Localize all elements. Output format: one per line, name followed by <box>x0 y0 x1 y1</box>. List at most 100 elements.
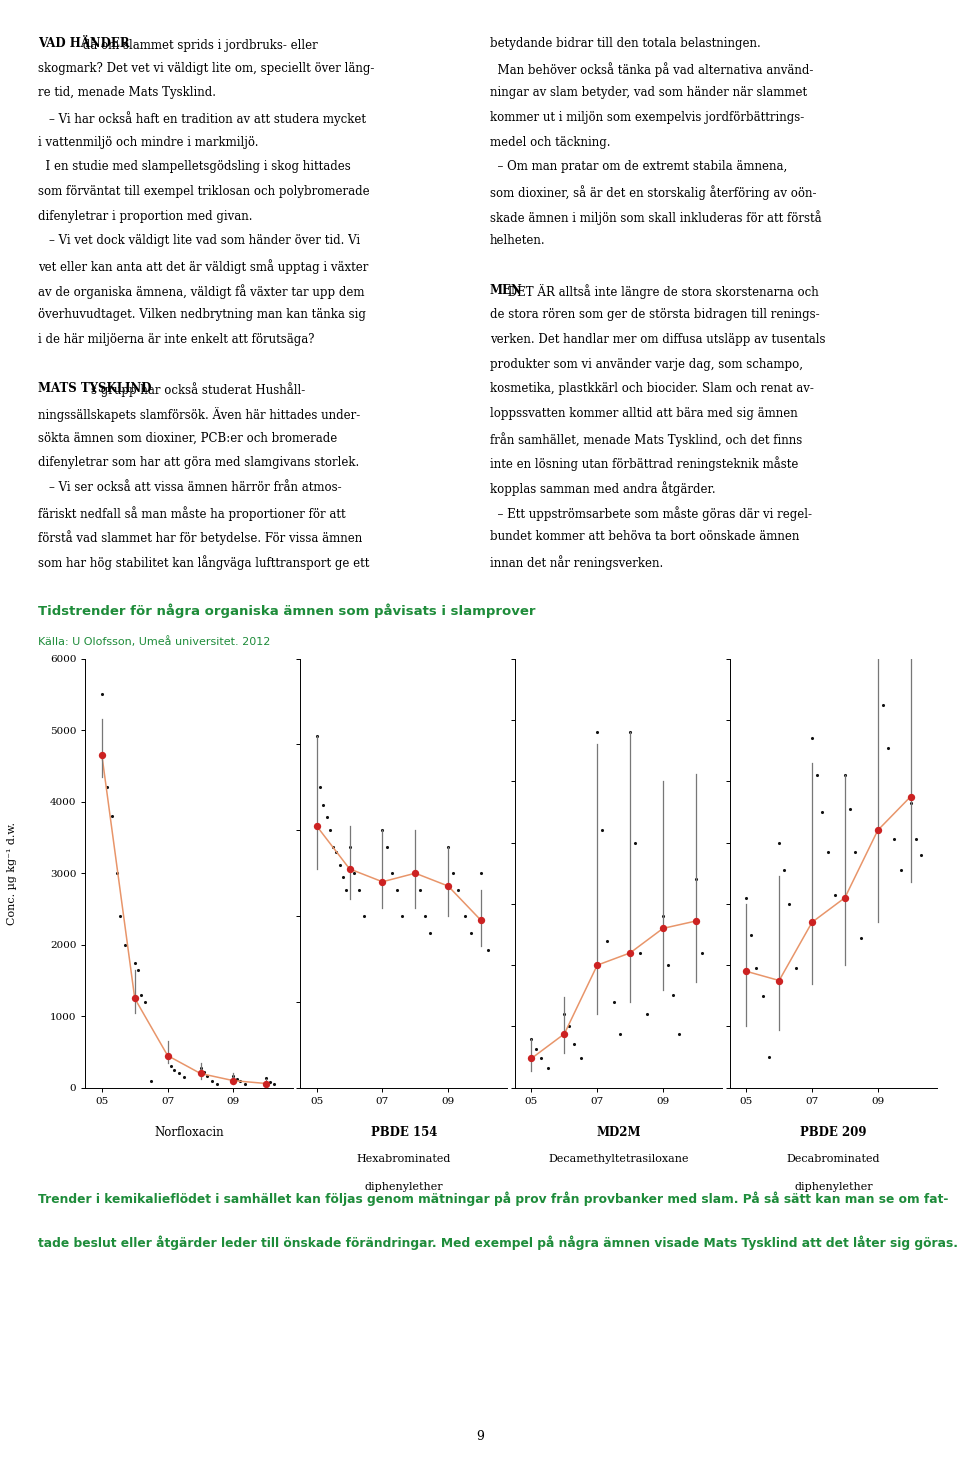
Point <box>319 805 334 829</box>
Point <box>160 1043 176 1067</box>
Text: vet eller kan anta att det är väldigt små upptag i växter: vet eller kan anta att det är väldigt sm… <box>38 259 369 274</box>
Text: helheten.: helheten. <box>490 234 545 247</box>
Point <box>524 1046 540 1070</box>
Point <box>566 1032 582 1055</box>
Point <box>232 1070 248 1094</box>
Point <box>347 861 362 885</box>
Point <box>738 959 754 983</box>
Point <box>112 904 128 928</box>
Point <box>163 1054 179 1077</box>
Text: MD2M: MD2M <box>596 1126 641 1140</box>
Text: Hexabrominated: Hexabrominated <box>356 1154 451 1165</box>
Point <box>880 736 896 759</box>
Point <box>196 1060 211 1083</box>
Point <box>390 879 405 903</box>
Point <box>903 790 919 814</box>
Point <box>594 818 610 842</box>
Text: MATS TYSKLIND: MATS TYSKLIND <box>38 382 152 395</box>
Text: – Ett uppströmsarbete som måste göras där vi regel-: – Ett uppströmsarbete som måste göras dä… <box>490 506 811 521</box>
Point <box>837 887 852 910</box>
Point <box>172 1061 187 1085</box>
Text: Tidstrender för några organiska ämnen som påvisats i slamprover: Tidstrender för några organiska ämnen so… <box>38 604 536 619</box>
Text: Norfloxacin: Norfloxacin <box>155 1126 224 1140</box>
Point <box>622 941 637 965</box>
Text: i vattenmiljö och mindre i markmiljö.: i vattenmiljö och mindre i markmiljö. <box>38 136 259 148</box>
Point <box>309 724 324 747</box>
Point <box>842 796 857 820</box>
Text: kommer ut i miljön som exempelvis jordförbättrings-: kommer ut i miljön som exempelvis jordfö… <box>490 111 804 124</box>
Point <box>127 987 142 1011</box>
Point <box>606 990 621 1014</box>
Point <box>413 879 428 903</box>
Point <box>133 983 149 1006</box>
Point <box>589 721 605 744</box>
Text: inte en lösning utan förbättrad reningsteknik måste: inte en lösning utan förbättrad reningst… <box>490 456 798 471</box>
Point <box>837 764 852 787</box>
Point <box>441 875 456 898</box>
Point <box>660 953 676 977</box>
Text: som dioxiner, så är det en storskalig återföring av oön-: som dioxiner, så är det en storskalig åt… <box>490 185 816 200</box>
Text: skogmark? Det vet vi väldigt lite om, speciellt över läng-: skogmark? Det vet vi väldigt lite om, sp… <box>38 62 374 74</box>
Text: produkter som vi använder varje dag, som schampo,: produkter som vi använder varje dag, som… <box>490 358 803 370</box>
Point <box>117 932 132 956</box>
Text: ningssällskapets slamförsök. Även här hittades under-: ningssällskapets slamförsök. Även här hi… <box>38 407 361 422</box>
Point <box>94 682 109 706</box>
Point <box>323 818 338 842</box>
Text: bundet kommer att behöva ta bort oönskade ämnen: bundet kommer att behöva ta bort oönskad… <box>490 530 799 543</box>
Point <box>788 956 804 980</box>
Point <box>267 1073 282 1097</box>
Text: som har hög stabilitet kan långväga lufttransport ge ett: som har hög stabilitet kan långväga luft… <box>38 555 370 570</box>
Text: sökta ämnen som dioxiner, PCB:er och bromerade: sökta ämnen som dioxiner, PCB:er och bro… <box>38 432 338 444</box>
Point <box>772 830 787 854</box>
Point <box>127 950 142 974</box>
Point <box>104 804 119 827</box>
Point <box>408 861 423 885</box>
Text: difenyletrar i proportion med givan.: difenyletrar i proportion med givan. <box>38 210 252 222</box>
Point <box>473 909 489 932</box>
Point <box>886 827 901 851</box>
Point <box>395 904 410 928</box>
Point <box>262 1070 277 1094</box>
Point <box>193 1061 208 1085</box>
Point <box>557 1002 572 1026</box>
Text: överhuvudtaget. Vilken nedbrytning man kan tänka sig: överhuvudtaget. Vilken nedbrytning man k… <box>38 308 367 321</box>
Point <box>457 904 472 928</box>
Point <box>339 879 354 903</box>
Point <box>633 941 648 965</box>
Text: Decamethyltetrasiloxane: Decamethyltetrasiloxane <box>548 1154 689 1165</box>
Point <box>622 721 637 744</box>
Point <box>109 861 125 885</box>
Point <box>656 916 671 940</box>
Point <box>612 1023 628 1046</box>
Point <box>131 958 146 981</box>
Point <box>573 1046 588 1070</box>
Point <box>903 784 919 808</box>
Point <box>524 1027 540 1051</box>
Text: Conc. µg kg⁻¹ d.w.: Conc. µg kg⁻¹ d.w. <box>7 821 16 925</box>
Text: Källa: U Olofsson, Umeå universitet. 2012: Källa: U Olofsson, Umeå universitet. 201… <box>38 636 271 647</box>
Point <box>772 968 787 992</box>
Point <box>335 866 350 889</box>
Point <box>193 1055 208 1079</box>
Text: då om slammet sprids i jordbruks- eller: då om slammet sprids i jordbruks- eller <box>80 37 318 52</box>
Point <box>738 887 754 910</box>
Point <box>627 830 642 854</box>
Point <box>342 857 357 881</box>
Point <box>589 953 605 977</box>
Point <box>226 1064 241 1088</box>
Point <box>166 1058 181 1082</box>
Point <box>870 641 885 665</box>
Point <box>408 861 423 885</box>
Text: VAD HÄNDER: VAD HÄNDER <box>38 37 130 50</box>
Text: Man behöver också tänka på vad alternativa använd-: Man behöver också tänka på vad alternati… <box>490 62 813 77</box>
Point <box>441 836 456 860</box>
Point <box>672 1023 687 1046</box>
Text: tade beslut eller åtgärder leder till önskade förändringar. Med exempel på några: tade beslut eller åtgärder leder till ön… <box>38 1236 958 1251</box>
Text: ningar av slam betyder, vad som händer när slammet: ningar av slam betyder, vad som händer n… <box>490 86 806 99</box>
Text: loppssvatten kommer alltid att bära med sig ämnen: loppssvatten kommer alltid att bära med … <box>490 407 798 420</box>
Text: förstå vad slammet har för betydelse. För vissa ämnen: förstå vad slammet har för betydelse. Fö… <box>38 530 363 545</box>
Point <box>258 1072 274 1095</box>
Text: färiskt nedfall så man måste ha proportioner för att: färiskt nedfall så man måste ha proporti… <box>38 506 346 521</box>
Text: från samhället, menade Mats Tysklind, och det finns: från samhället, menade Mats Tysklind, oc… <box>490 432 802 447</box>
Point <box>325 836 341 860</box>
